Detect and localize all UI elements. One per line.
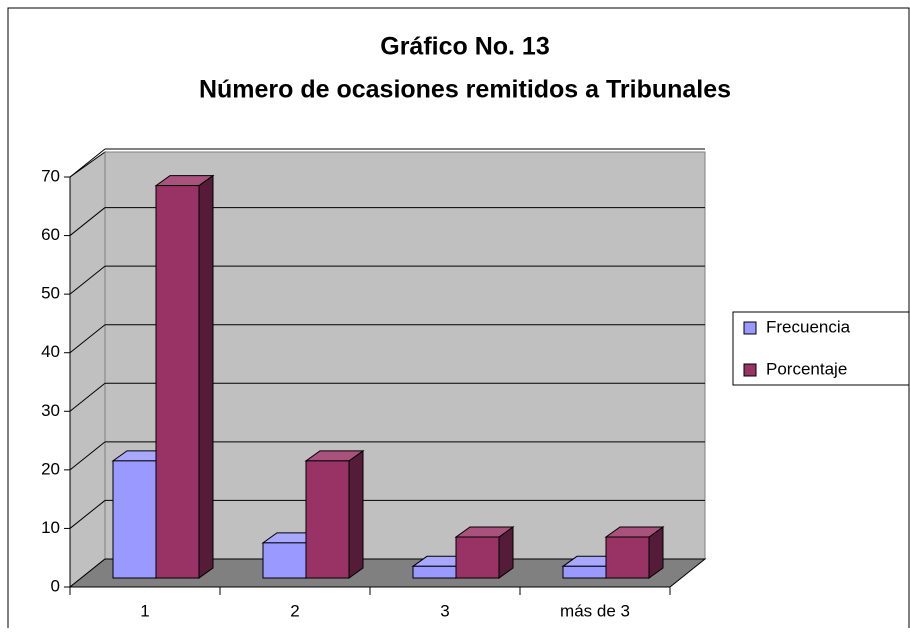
bar-front	[112, 460, 157, 579]
bar-front	[605, 536, 650, 579]
bar-front	[262, 542, 307, 579]
y-tick-label: 40	[41, 342, 60, 361]
y-tick-label: 60	[41, 225, 60, 244]
bar	[154, 174, 215, 579]
x-tick-label: 2	[290, 601, 299, 620]
y-tick-label: 30	[41, 401, 60, 420]
bar-front	[455, 536, 500, 579]
bar-side	[198, 174, 214, 579]
legend-swatch	[743, 363, 757, 377]
legend-label: Porcentaje	[766, 359, 847, 378]
grid-line	[69, 207, 106, 236]
bar	[454, 526, 515, 579]
y-tick-label: 10	[41, 518, 60, 537]
bar-front	[305, 460, 350, 579]
y-tick-label: 20	[41, 459, 60, 478]
bar-front	[412, 565, 457, 579]
legend-label: Frecuencia	[766, 317, 851, 336]
chart-title: Gráfico No. 13	[380, 33, 550, 61]
y-tick-label: 0	[51, 576, 60, 595]
side-wall	[69, 151, 106, 589]
y-tick-label: 70	[41, 166, 60, 185]
grid-line	[69, 324, 106, 354]
y-tick-label: 50	[41, 284, 60, 303]
grid-line	[69, 265, 106, 295]
grid-line	[69, 441, 106, 471]
x-tick-label: más de 3	[560, 601, 630, 620]
bar-side	[348, 449, 364, 579]
bar-front	[155, 185, 200, 579]
bar-front	[562, 565, 607, 579]
grid-line	[69, 382, 106, 412]
grid-line	[69, 148, 106, 178]
legend	[732, 311, 910, 386]
legend-swatch	[743, 321, 757, 335]
bar	[604, 526, 665, 579]
bar	[304, 449, 365, 579]
x-tick-label: 1	[140, 601, 149, 620]
chart-subtitle: Número de ocasiones remitidos a Tribunal…	[199, 76, 731, 104]
x-tick-label: 3	[440, 601, 449, 620]
grid-line	[69, 500, 106, 529]
